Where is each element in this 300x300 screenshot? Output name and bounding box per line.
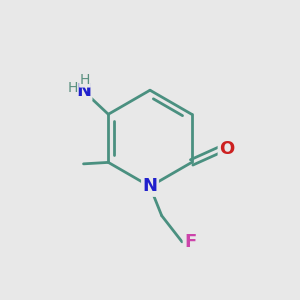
Text: N: N [76, 82, 91, 100]
Text: O: O [219, 140, 234, 158]
Text: H: H [80, 73, 90, 87]
Text: F: F [184, 233, 196, 251]
Text: H: H [67, 81, 78, 95]
Text: N: N [142, 178, 158, 196]
